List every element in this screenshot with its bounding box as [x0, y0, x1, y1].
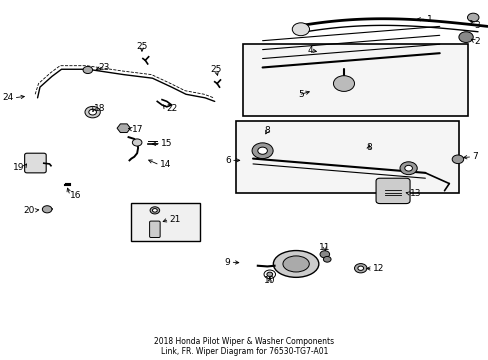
Circle shape	[467, 13, 478, 22]
FancyBboxPatch shape	[149, 221, 160, 238]
Circle shape	[150, 207, 160, 214]
Circle shape	[85, 107, 100, 118]
FancyBboxPatch shape	[24, 153, 46, 173]
Text: 7: 7	[471, 152, 477, 161]
Circle shape	[399, 162, 416, 175]
Text: 15: 15	[161, 139, 172, 148]
Circle shape	[323, 256, 330, 262]
Text: 22: 22	[165, 104, 177, 113]
Text: 20: 20	[24, 206, 35, 215]
Circle shape	[42, 206, 52, 213]
Circle shape	[292, 23, 309, 36]
Text: 16: 16	[70, 191, 81, 200]
Text: 14: 14	[160, 161, 171, 170]
Text: 23: 23	[98, 63, 109, 72]
Circle shape	[266, 272, 272, 276]
Circle shape	[132, 139, 142, 146]
Circle shape	[354, 264, 366, 273]
Circle shape	[83, 66, 92, 73]
Text: 8: 8	[365, 143, 371, 152]
Text: 24: 24	[2, 93, 14, 102]
Circle shape	[458, 32, 472, 42]
Circle shape	[257, 147, 267, 154]
FancyBboxPatch shape	[375, 178, 409, 203]
Text: 3: 3	[474, 21, 479, 30]
Circle shape	[451, 155, 463, 163]
Bar	[236, 121, 458, 193]
Text: 5: 5	[298, 90, 304, 99]
Ellipse shape	[283, 256, 308, 272]
Circle shape	[251, 143, 273, 158]
Text: 8: 8	[264, 126, 270, 135]
Text: 6: 6	[225, 156, 230, 165]
Bar	[243, 44, 468, 116]
Text: 25: 25	[210, 66, 222, 75]
Text: 1: 1	[426, 15, 432, 24]
Circle shape	[333, 76, 354, 91]
Text: 9: 9	[224, 258, 230, 267]
Text: 18: 18	[94, 104, 105, 113]
Circle shape	[319, 251, 329, 258]
Text: 17: 17	[132, 125, 143, 134]
Circle shape	[89, 109, 96, 115]
Ellipse shape	[273, 251, 318, 277]
Text: 13: 13	[409, 189, 421, 198]
Text: 4: 4	[307, 46, 313, 55]
Text: 25: 25	[136, 41, 147, 50]
Text: 21: 21	[169, 215, 180, 224]
Text: 12: 12	[372, 264, 383, 273]
Text: 19: 19	[13, 163, 24, 172]
Text: 2: 2	[474, 37, 479, 46]
Circle shape	[404, 165, 411, 171]
Circle shape	[264, 270, 275, 279]
Text: 10: 10	[264, 275, 275, 284]
Polygon shape	[117, 124, 130, 132]
Circle shape	[357, 266, 363, 270]
Circle shape	[152, 208, 157, 212]
Bar	[131, 203, 200, 241]
Text: 11: 11	[319, 243, 330, 252]
Text: 2018 Honda Pilot Wiper & Washer Components
Link, FR. Wiper Diagram for 76530-TG7: 2018 Honda Pilot Wiper & Washer Componen…	[154, 337, 334, 356]
